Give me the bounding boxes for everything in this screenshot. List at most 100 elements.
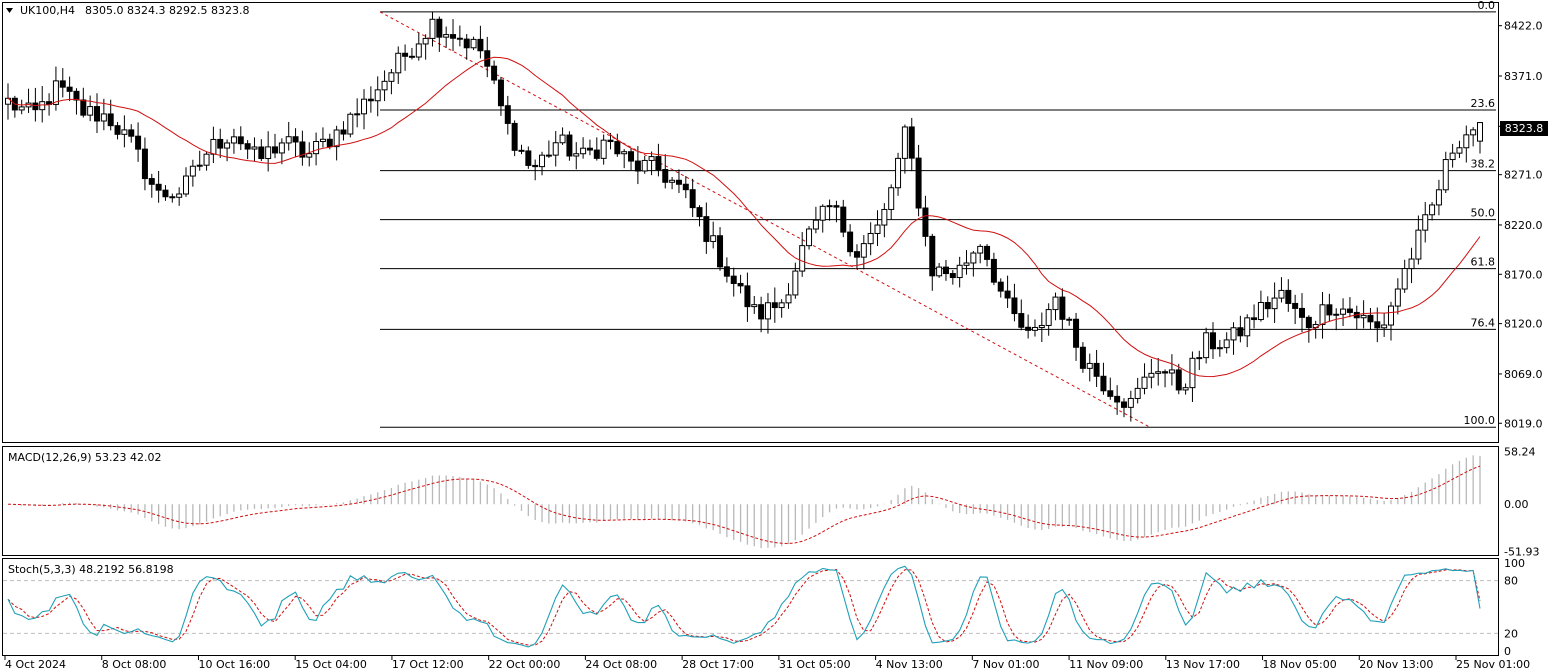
candle xyxy=(230,128,237,154)
candle xyxy=(1004,275,1011,309)
macd-tick-label: 0.00 xyxy=(1504,498,1529,511)
candle-body xyxy=(573,153,580,157)
candle-body xyxy=(648,156,655,161)
candle xyxy=(1141,363,1148,395)
candle xyxy=(450,19,457,52)
fib-level-label: 0.0 xyxy=(1478,0,1496,12)
fib-level-label: 50.0 xyxy=(1471,207,1496,220)
candle-body xyxy=(641,159,648,172)
candle-body xyxy=(1401,268,1408,290)
time-axis: 4 Oct 2024 8 Oct 08:00 10 Oct 16:00 15 Oct … xyxy=(4,656,1530,671)
candle xyxy=(689,178,696,217)
candle xyxy=(949,270,956,285)
candle xyxy=(1470,127,1477,147)
candle-body xyxy=(292,136,299,143)
candle-body xyxy=(1141,376,1148,389)
candle-body xyxy=(319,138,326,143)
candle-body xyxy=(395,52,402,74)
candle xyxy=(1408,247,1415,284)
candle-body xyxy=(970,252,977,264)
candle xyxy=(1059,288,1066,329)
candle xyxy=(189,159,196,187)
candle-body xyxy=(107,113,114,127)
candle xyxy=(1079,342,1086,373)
candle-body xyxy=(895,157,902,189)
stoch-label: Stoch(5,3,3) 48.2192 56.8198 xyxy=(8,563,174,576)
candle xyxy=(901,124,908,174)
candle xyxy=(552,131,559,167)
candle xyxy=(128,124,135,143)
candle xyxy=(39,86,46,123)
candle xyxy=(545,140,552,158)
candle-body xyxy=(313,141,320,155)
candle-body xyxy=(52,80,59,105)
candle xyxy=(456,25,463,47)
candle-body xyxy=(1415,229,1422,260)
candle-body xyxy=(230,136,237,144)
candle-body xyxy=(744,285,751,308)
candle xyxy=(1114,385,1121,415)
candle xyxy=(847,224,854,257)
candle xyxy=(1025,314,1032,339)
candle xyxy=(374,76,381,117)
fib-level-label: 100.0 xyxy=(1464,414,1496,427)
symbol-dropdown-icon[interactable] xyxy=(6,8,13,13)
macd-signal-line xyxy=(7,465,1481,544)
candle xyxy=(990,252,997,286)
price-tick-label: 8371.0 xyxy=(1504,70,1543,83)
candle-body xyxy=(539,154,546,168)
candle-body xyxy=(812,219,819,230)
candle xyxy=(237,126,244,151)
candle xyxy=(669,177,676,190)
time-tick-label: 4 Nov 13:00 xyxy=(876,658,943,671)
candle xyxy=(59,68,66,98)
candle-body xyxy=(258,146,265,160)
candle xyxy=(532,159,539,181)
candle-body xyxy=(463,38,470,49)
candle-body xyxy=(1442,159,1449,191)
candle xyxy=(559,127,566,145)
candle-body xyxy=(1264,302,1271,310)
candle-body xyxy=(908,126,915,159)
candle-body xyxy=(1298,307,1305,318)
candle xyxy=(258,139,265,162)
candle-body xyxy=(1155,371,1162,374)
candle-body xyxy=(552,142,559,156)
candle-body xyxy=(901,126,908,159)
time-tick-label: 28 Oct 17:00 xyxy=(682,658,754,671)
candle-body xyxy=(984,245,991,260)
price-tick-label: 8271.0 xyxy=(1504,169,1543,182)
candle-body xyxy=(826,205,833,208)
candle xyxy=(799,232,806,277)
candle-body xyxy=(1292,302,1299,309)
candle-body xyxy=(1134,387,1141,399)
candle xyxy=(299,130,306,166)
candle xyxy=(162,185,169,201)
candle-body xyxy=(819,205,826,221)
candle xyxy=(1100,362,1107,395)
candle-body xyxy=(990,258,997,283)
candle-body xyxy=(491,65,498,81)
fib-level-label: 76.4 xyxy=(1471,316,1496,329)
candle-body xyxy=(1052,296,1059,311)
candle-body xyxy=(1237,327,1244,337)
candle-body xyxy=(1107,390,1114,397)
candle-body xyxy=(176,193,183,198)
candle xyxy=(5,83,11,120)
candle xyxy=(443,26,450,48)
candle-body xyxy=(778,302,785,309)
candle-body xyxy=(764,302,771,320)
candle xyxy=(1155,357,1162,386)
stoch-tick-label: 0 xyxy=(1504,645,1511,658)
candle-body xyxy=(545,154,552,157)
candle-body xyxy=(1004,290,1011,299)
candle-body xyxy=(771,302,778,309)
candle xyxy=(1134,377,1141,404)
candle xyxy=(141,137,148,191)
candle-body xyxy=(5,97,11,105)
time-tick-label: 18 Nov 05:00 xyxy=(1263,658,1337,671)
candle-body xyxy=(518,149,525,152)
candle-body xyxy=(361,98,368,115)
candle xyxy=(812,206,819,234)
candle xyxy=(340,121,347,141)
